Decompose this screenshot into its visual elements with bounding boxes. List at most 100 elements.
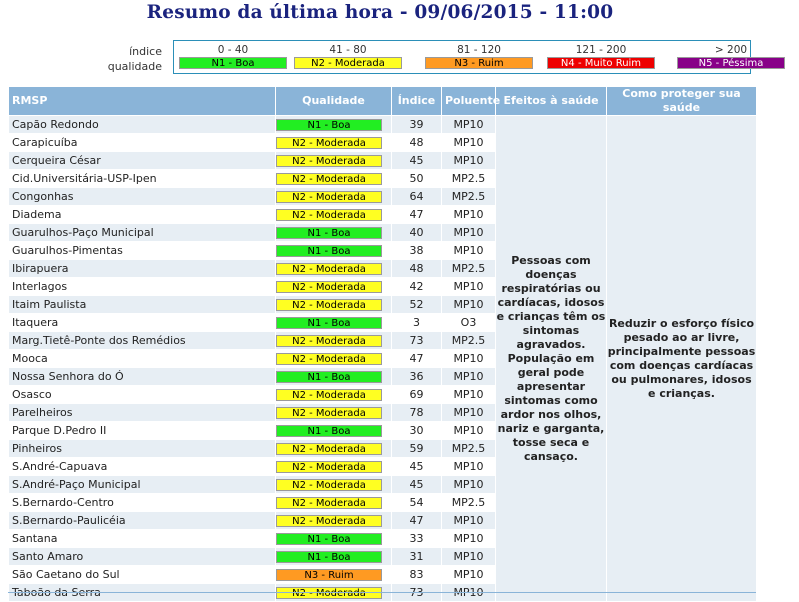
pollutant-value: MP2.5 xyxy=(442,440,495,457)
quality-badge: N2 - Moderada xyxy=(276,298,382,311)
quality-cell: N1 - Boa xyxy=(276,116,391,133)
index-value: 45 xyxy=(392,476,441,493)
legend-range: 0 - 40 xyxy=(217,44,249,56)
quality-badge: N2 - Moderada xyxy=(276,154,382,167)
quality-badge: N2 - Moderada xyxy=(276,406,382,419)
quality-badge: N2 - Moderada xyxy=(276,334,382,347)
index-value: 59 xyxy=(392,440,441,457)
index-value: 64 xyxy=(392,188,441,205)
quality-badge: N1 - Boa xyxy=(276,226,382,239)
table-row: S.Bernardo-Centro N2 - Moderada 54 MP2.5 xyxy=(9,494,756,511)
index-value: 3 xyxy=(392,314,441,331)
pollutant-value: MP10 xyxy=(442,404,495,421)
quality-badge: N1 - Boa xyxy=(276,550,382,563)
index-value: 47 xyxy=(392,206,441,223)
quality-cell: N1 - Boa xyxy=(276,224,391,241)
quality-badge: N2 - Moderada xyxy=(276,388,382,401)
table-row: S.Bernardo-Paulicéia N2 - Moderada 47 MP10 xyxy=(9,512,756,529)
station-name: Osasco xyxy=(9,386,275,403)
legend-range: 81 - 120 xyxy=(457,44,501,56)
quality-badge: N2 - Moderada xyxy=(276,208,382,221)
table-row: Osasco N2 - Moderada 69 MP10 xyxy=(9,386,756,403)
index-value: 47 xyxy=(392,512,441,529)
legend-label-line1: índice xyxy=(129,45,162,58)
quality-badge: N1 - Boa xyxy=(276,118,382,131)
index-value: 48 xyxy=(392,134,441,151)
index-value: 40 xyxy=(392,224,441,241)
table-row: S.André-Paço Municipal N2 - Moderada 45 MP1… xyxy=(9,476,756,493)
quality-cell: N2 - Moderada xyxy=(276,476,391,493)
quality-badge: N1 - Boa xyxy=(276,244,382,257)
quality-cell: N1 - Boa xyxy=(276,314,391,331)
station-name: Itaquera xyxy=(9,314,275,331)
pollutant-value: MP10 xyxy=(442,548,495,565)
index-value: 33 xyxy=(392,530,441,547)
quality-cell: N2 - Moderada xyxy=(276,260,391,277)
pollutant-value: MP10 xyxy=(442,116,495,133)
table-row: Santana N1 - Boa 33 MP10 xyxy=(9,530,756,547)
table-row: Nossa Senhora do Ó N1 - Boa 36 MP10 xyxy=(9,368,756,385)
health-effects-text: Pessoas com doenças respiratórias ou car… xyxy=(496,116,606,601)
station-name: Pinheiros xyxy=(9,440,275,457)
pollutant-value: MP2.5 xyxy=(442,260,495,277)
quality-cell: N2 - Moderada xyxy=(276,440,391,457)
quality-cell: N2 - Moderada xyxy=(276,206,391,223)
station-name: S.André-Capuava xyxy=(9,458,275,475)
legend-badge: N3 - Ruim xyxy=(425,57,533,69)
index-value: 45 xyxy=(392,152,441,169)
table-row: Itaim Paulista N2 - Moderada 52 MP10 xyxy=(9,296,756,313)
quality-cell: N1 - Boa xyxy=(276,548,391,565)
quality-badge: N1 - Boa xyxy=(276,532,382,545)
legend-badge: N2 - Moderada xyxy=(294,57,402,69)
station-name: Itaim Paulista xyxy=(9,296,275,313)
legend-range: 121 - 200 xyxy=(575,44,627,56)
station-name: Interlagos xyxy=(9,278,275,295)
pollutant-value: MP10 xyxy=(442,134,495,151)
legend-label-line2: qualidade xyxy=(107,60,162,73)
quality-badge: N2 - Moderada xyxy=(276,442,382,455)
legend-level-2: 41 - 80 N2 - Moderada xyxy=(293,43,403,69)
pollutant-value: MP2.5 xyxy=(442,170,495,187)
pollutant-value: MP2.5 xyxy=(442,188,495,205)
pollutant-value: MP2.5 xyxy=(442,494,495,511)
quality-cell: N2 - Moderada xyxy=(276,134,391,151)
table-row: São Caetano do Sul N3 - Ruim 83 MP10 xyxy=(9,566,756,583)
quality-cell: N1 - Boa xyxy=(276,368,391,385)
pollutant-value: MP10 xyxy=(442,278,495,295)
quality-badge: N2 - Moderada xyxy=(276,514,382,527)
header-protect: Como proteger sua saúde xyxy=(607,87,756,115)
quality-badge: N2 - Moderada xyxy=(276,352,382,365)
quality-badge: N2 - Moderada xyxy=(276,496,382,509)
index-value: 48 xyxy=(392,260,441,277)
pollutant-value: MP10 xyxy=(442,206,495,223)
table-row: Capão Redondo N1 - Boa 39 MP10 Pessoas com d… xyxy=(9,116,756,601)
table-row: Mooca N2 - Moderada 47 MP10 xyxy=(9,350,756,367)
index-value: 30 xyxy=(392,422,441,439)
station-name: Cerqueira César xyxy=(9,152,275,169)
pollutant-value: MP10 xyxy=(442,350,495,367)
pollutant-value: MP10 xyxy=(442,422,495,439)
station-name: Diadema xyxy=(9,206,275,223)
quality-badge: N1 - Boa xyxy=(276,316,382,329)
table-row: Santo Amaro N1 - Boa 31 MP10 xyxy=(9,548,756,565)
index-value: 52 xyxy=(392,296,441,313)
station-name: S.Bernardo-Centro xyxy=(9,494,275,511)
quality-badge: N2 - Moderada xyxy=(276,460,382,473)
station-name: Nossa Senhora do Ó xyxy=(9,368,275,385)
quality-cell: N1 - Boa xyxy=(276,242,391,259)
table-row: Cerqueira César N2 - Moderada 45 MP10 xyxy=(9,152,756,169)
table-row: Diadema N2 - Moderada 47 MP10 xyxy=(9,206,756,223)
air-quality-table: RMSP Qualidade Índice Poluente Efeitos à… xyxy=(8,86,757,602)
index-value: 36 xyxy=(392,368,441,385)
quality-cell: N2 - Moderada xyxy=(276,188,391,205)
page-title: Resumo da última hora - 09/06/2015 - 11:… xyxy=(146,2,614,23)
station-name: Guarulhos-Pimentas xyxy=(9,242,275,259)
health-protection-text: Reduzir o esforço físico pesado ao ar li… xyxy=(607,116,756,601)
station-name: S.Bernardo-Paulicéia xyxy=(9,512,275,529)
quality-cell: N1 - Boa xyxy=(276,530,391,547)
quality-cell: N2 - Moderada xyxy=(276,170,391,187)
header-index: Índice xyxy=(392,87,441,115)
station-name: S.André-Paço Municipal xyxy=(9,476,275,493)
pollutant-value: MP10 xyxy=(442,368,495,385)
station-name: Marg.Tietê-Ponte dos Remédios xyxy=(9,332,275,349)
